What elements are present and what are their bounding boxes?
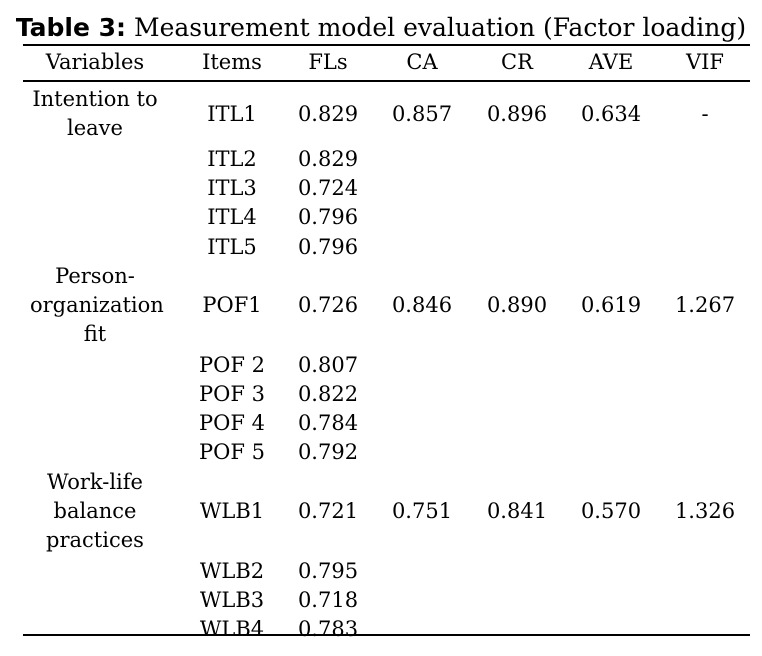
variable-name-line: organization: [30, 292, 164, 317]
factor-loading-cell: 0.822: [297, 382, 359, 406]
item-cell: ITL3: [207, 176, 257, 201]
ca-cell: 0.846: [391, 292, 453, 317]
variable-cell: Intention to leave: [30, 85, 160, 143]
variable-name-line: fit: [83, 321, 107, 346]
factor-loading-cell: 0.792: [297, 440, 359, 465]
header-items: Items: [202, 50, 262, 74]
variable-name-line: leave: [67, 116, 123, 140]
factor-loading-cell: 0.795: [297, 558, 359, 583]
vif-cell: 1.267: [674, 292, 736, 317]
factor-loading-cell: 0.807: [297, 352, 359, 377]
factor-loading-cell: 0.796: [297, 234, 359, 259]
factor-loading-cell: 0.829: [297, 101, 359, 126]
item-cell: WLB3: [199, 587, 265, 612]
table-caption-label: Table 3:: [15, 13, 127, 42]
table-caption: Table 3: Measurement model evaluation (F…: [0, 12, 762, 44]
cr-cell: 0.890: [486, 292, 548, 317]
variable-name-line: Person-: [55, 263, 135, 288]
table-caption-title: Measurement model evaluation (Factor loa…: [134, 13, 747, 42]
item-cell: POF 3: [199, 382, 265, 406]
table-top-rule: [23, 44, 750, 46]
vif-cell: -: [701, 101, 709, 126]
ca-cell: 0.857: [391, 101, 453, 126]
factor-loading-cell: 0.726: [297, 292, 359, 317]
item-cell: POF 2: [199, 352, 265, 377]
item-cell: ITL4: [207, 205, 257, 230]
factor-loading-cell: 0.784: [297, 411, 359, 436]
item-cell: POF 5: [199, 440, 265, 465]
item-cell: WLB2: [199, 558, 265, 583]
header-fls: FLs: [308, 50, 348, 74]
header-cr: CR: [501, 50, 533, 74]
variable-name-line: practices: [46, 527, 144, 552]
item-cell: POF 4: [199, 411, 265, 436]
header-ca: CA: [406, 50, 438, 74]
cr-cell: 0.841: [486, 498, 548, 523]
table-bottom-rule: [23, 634, 750, 636]
item-cell: ITL2: [207, 147, 257, 171]
ave-cell: 0.619: [580, 292, 642, 317]
item-cell: WLB4: [199, 617, 265, 641]
factor-loading-cell: 0.783: [297, 617, 359, 641]
variable-cell: Work-life balance practices: [30, 468, 160, 555]
header-vif: VIF: [685, 50, 725, 74]
cr-cell: 0.896: [486, 101, 548, 126]
item-cell: POF1: [202, 292, 262, 317]
item-cell: WLB1: [199, 498, 265, 523]
ave-cell: 0.570: [580, 498, 642, 523]
ca-cell: 0.751: [391, 498, 453, 523]
factor-loading-cell: 0.724: [297, 176, 359, 201]
variable-name-line: Intention to: [32, 87, 158, 111]
factor-loading-cell: 0.718: [297, 587, 359, 612]
header-ave: AVE: [588, 50, 634, 74]
variable-name-line: Work-life: [47, 469, 143, 494]
factor-loading-cell: 0.829: [297, 147, 359, 171]
header-variables: Variables: [45, 50, 145, 74]
item-cell: ITL5: [207, 234, 257, 259]
factor-loading-cell: 0.796: [297, 205, 359, 230]
ave-cell: 0.634: [580, 101, 642, 126]
vif-cell: 1.326: [674, 498, 736, 523]
variable-cell: Person-organization fit: [30, 262, 164, 349]
item-cell: ITL1: [207, 101, 257, 126]
variable-name-line: balance: [53, 498, 137, 523]
factor-loading-cell: 0.721: [297, 498, 359, 523]
table-header-rule: [23, 80, 750, 82]
